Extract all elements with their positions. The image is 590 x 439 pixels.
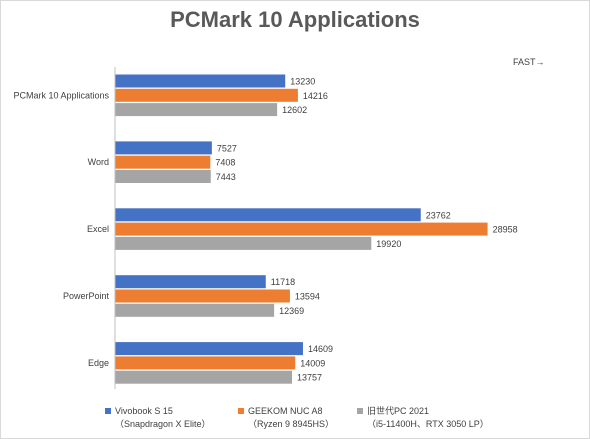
bar [115,342,303,356]
legend-sublabel: （Ryzen 9 8945HS） [248,419,335,429]
legend-sublabel: （i5-11400H、RTX 3050 LP） [367,419,489,429]
bar [115,370,293,384]
data-label: 19920 [376,239,401,249]
bar [115,275,266,289]
legend-item: GEEKOM NUC A8 （Ryzen 9 8945HS） [238,405,334,431]
bar [115,74,286,88]
data-label: 14609 [308,344,333,354]
category-label: PowerPoint [63,291,110,301]
bar [115,170,211,183]
bar [115,155,211,169]
bar [115,222,488,236]
legend-item: 旧世代PC 2021 （i5-11400H、RTX 3050 LP） [357,405,489,431]
bar [115,141,212,155]
data-label: 7527 [217,143,237,153]
legend-label: GEEKOM NUC A8 [248,406,323,416]
legend-swatch [105,408,111,414]
category-label: Word [88,157,109,167]
chart-legend: Vivobook S 15 （Snapdragon X Elite） GEEKOM … [1,405,589,439]
legend-swatch [238,408,244,414]
data-label: 7408 [215,158,235,168]
category-label: Edge [88,358,109,368]
bar [115,88,298,102]
data-label: 13594 [295,292,320,302]
data-label: 13230 [290,77,315,87]
category-label: PCMark 10 Applications [13,90,109,100]
bar [115,236,372,250]
data-label: 12602 [282,105,307,115]
data-label: 23762 [426,210,451,220]
legend-swatch [357,408,363,414]
fast-annotation: FAST→ [513,57,545,67]
data-label: 14216 [303,91,328,101]
data-label: 14009 [300,358,325,368]
data-label: 11718 [271,277,295,287]
data-label: 12369 [279,306,304,316]
data-label: 13757 [297,373,322,383]
legend-label: 旧世代PC 2021 [367,406,430,416]
legend-label: Vivobook S 15 [115,406,173,416]
bar [115,289,290,303]
legend-item: Vivobook S 15 （Snapdragon X Elite） [105,405,211,431]
bar [115,303,275,317]
category-label: Excel [87,224,109,234]
data-label: 28958 [493,225,518,235]
bar [115,208,421,222]
data-label: 7443 [216,172,236,182]
bar [115,103,278,117]
bar [115,356,296,370]
chart-title: PCMark 10 Applications [170,7,420,32]
legend-sublabel: （Snapdragon X Elite） [115,419,211,429]
